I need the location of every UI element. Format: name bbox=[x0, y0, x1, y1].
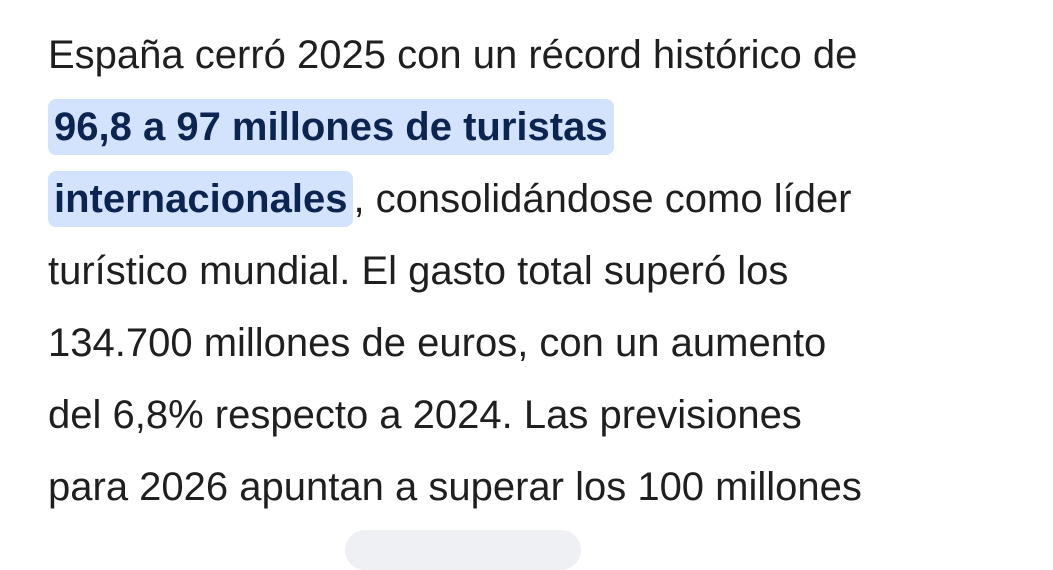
text: turístico mundial. El gasto total superó… bbox=[48, 249, 789, 293]
text-line: España cerró 2025 con un récord históric… bbox=[48, 19, 862, 91]
paragraph: España cerró 2025 con un récord históric… bbox=[48, 19, 862, 523]
text-line: 134.700 millones de euros, con un aument… bbox=[48, 307, 862, 379]
text-line: internacionales, consolidándose como líd… bbox=[48, 163, 862, 235]
text: 134.700 millones de euros, con un aument… bbox=[48, 321, 827, 365]
source-chip[interactable] bbox=[345, 530, 581, 570]
text-line: 96,8 a 97 millones de turistas bbox=[48, 91, 862, 163]
highlighted-text: 96,8 a 97 millones de turistas bbox=[48, 99, 614, 155]
text: España cerró 2025 con un récord históric… bbox=[48, 33, 858, 77]
page: España cerró 2025 con un récord históric… bbox=[48, 19, 862, 570]
text: del 6,8% respecto a 2024. Las previsione… bbox=[48, 393, 802, 437]
text: para 2026 apuntan a superar los 100 mill… bbox=[48, 465, 862, 509]
text: , consolidándose como líder bbox=[353, 177, 852, 221]
text-line: turístico mundial. El gasto total superó… bbox=[48, 235, 862, 307]
text-line: para 2026 apuntan a superar los 100 mill… bbox=[48, 451, 862, 523]
highlighted-text: internacionales bbox=[48, 171, 354, 227]
text-line: del 6,8% respecto a 2024. Las previsione… bbox=[48, 379, 862, 451]
